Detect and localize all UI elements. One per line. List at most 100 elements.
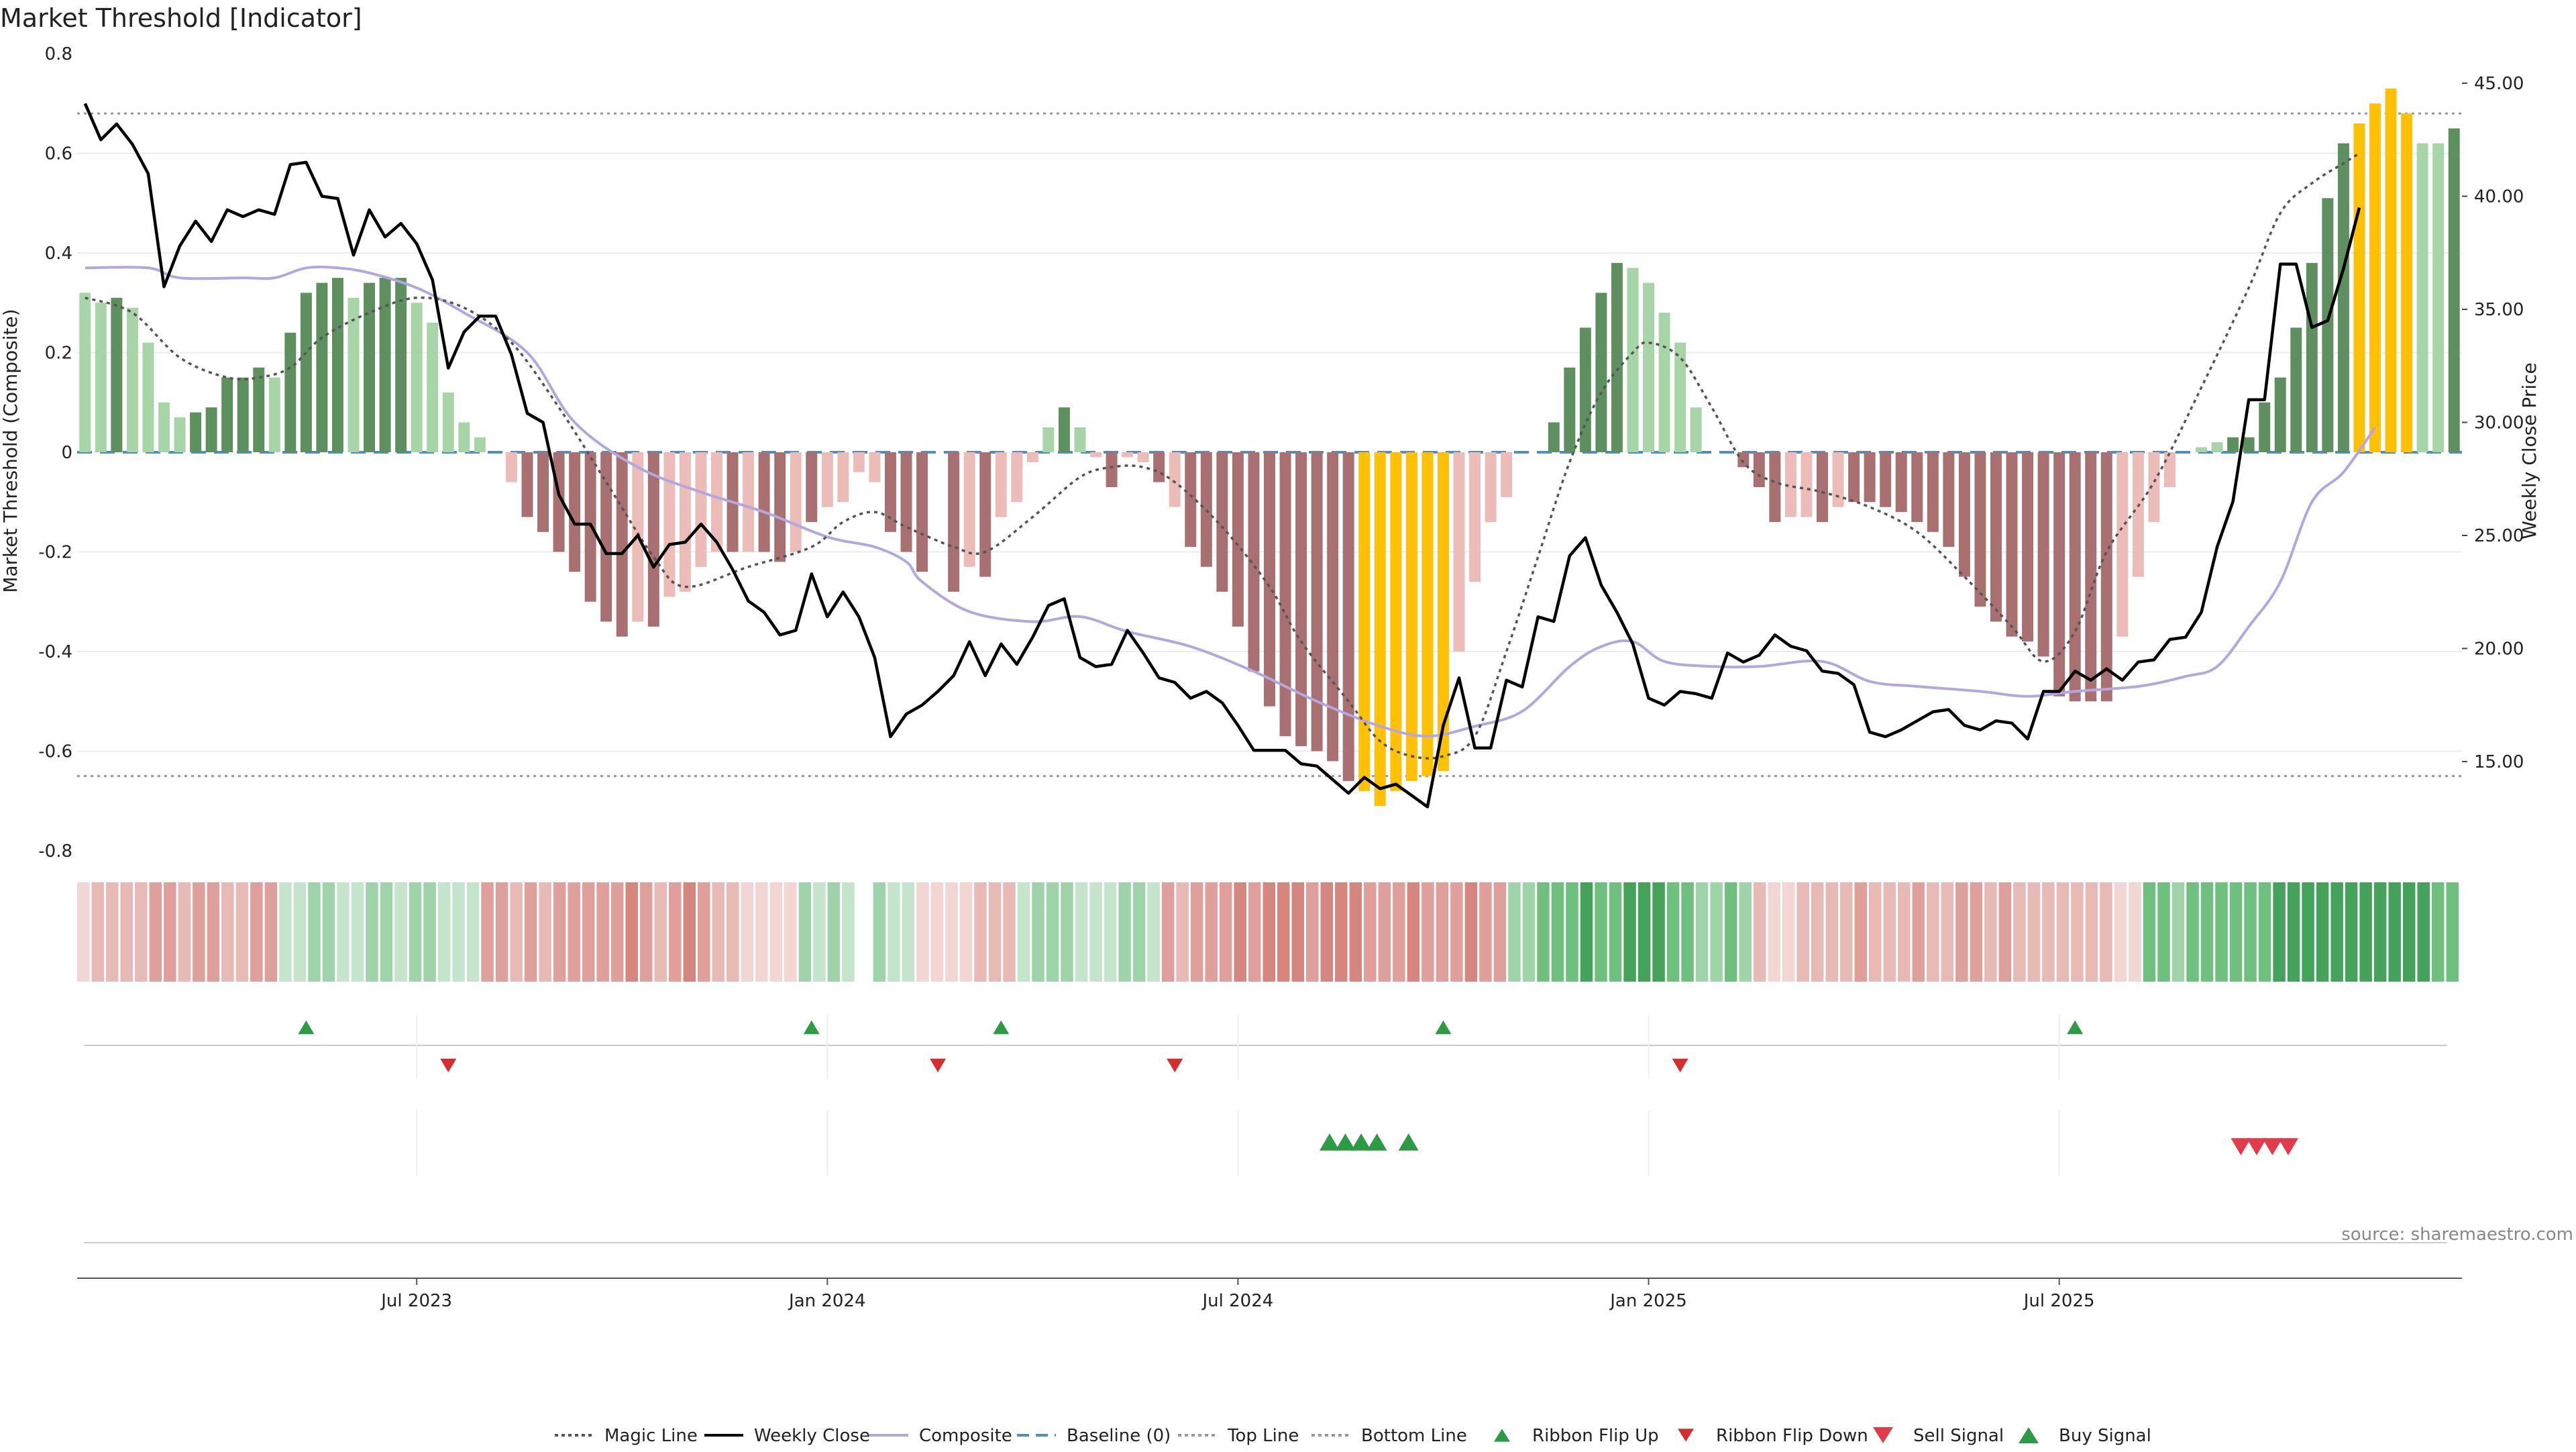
legend-swatch (1494, 1429, 1510, 1442)
ribbon-flip-down-marker (1672, 1058, 1688, 1073)
ribbon-segment (1291, 882, 1305, 982)
composite-bar (174, 417, 186, 452)
ribbon-segment (1190, 882, 1203, 982)
composite-bar (1358, 452, 1371, 791)
y-left-tick-label: 0.4 (45, 244, 72, 264)
composite-bar (821, 452, 833, 507)
ribbon-segment (2143, 882, 2156, 982)
ribbon-segment (669, 882, 682, 982)
ribbon-segment (654, 882, 667, 982)
composite-bar (1564, 367, 1576, 452)
composite-bar (474, 437, 486, 452)
composite-bar (1658, 313, 1670, 452)
ribbon-segment (2085, 882, 2098, 982)
ribbon-segment (394, 882, 407, 982)
ribbon-segment (610, 882, 624, 982)
composite-bar (253, 367, 265, 452)
ribbon-segment (1393, 882, 1405, 982)
ribbon-segment (322, 882, 335, 982)
ribbon-segment (1219, 882, 1232, 982)
ribbon-segment (164, 882, 176, 982)
ribbon-segment (2056, 882, 2070, 982)
composite-bar (1769, 452, 1781, 522)
ribbon-segment (2013, 882, 2026, 982)
composite-bar (963, 452, 975, 567)
composite-bar (316, 282, 328, 452)
x-tick-label: Jan 2025 (1609, 1291, 1687, 1311)
composite-bar (1042, 427, 1055, 452)
composite-bar (1832, 452, 1844, 507)
ribbon-segment (2042, 882, 2055, 982)
ribbon-segment (1421, 882, 1434, 982)
ribbon-segment (625, 882, 638, 982)
ribbon-segment (1551, 882, 1564, 982)
composite-bar (111, 297, 123, 452)
legend-item: Sell Signal (1873, 1426, 2004, 1446)
ribbon-segment (1046, 882, 1059, 982)
y-right-axis-label: Weekly Close Price (2518, 362, 2540, 539)
ribbon-segment (727, 882, 739, 982)
composite-bar (1232, 452, 1244, 627)
ribbon-segment (988, 882, 1002, 982)
legend-label: Magic Line (604, 1426, 698, 1446)
ribbon-segment (1609, 882, 1622, 982)
ribbon-segment (409, 882, 422, 982)
composite-bar (1911, 452, 1923, 522)
ribbon-segment (2114, 882, 2127, 982)
ribbon-segment (639, 882, 653, 982)
x-tick-label: Jul 2024 (1201, 1291, 1274, 1311)
ribbon-segment (1205, 882, 1218, 982)
ribbon-segment (2330, 882, 2343, 982)
composite-bar (884, 452, 896, 532)
composite-bar (1880, 452, 1892, 507)
buy-signal-marker (1351, 1133, 1372, 1151)
ribbon-flip-up-marker (803, 1020, 820, 1035)
composite-bar (600, 452, 612, 622)
ribbon-segment (1595, 882, 1607, 982)
ribbon-segment (1739, 882, 1752, 982)
ribbon-segment (2071, 882, 2084, 982)
buy-signal-marker (1319, 1133, 1340, 1151)
composite-bar (2448, 128, 2460, 452)
composite-bar (95, 303, 107, 452)
legend-label: Ribbon Flip Down (1716, 1426, 1868, 1446)
composite-bar (948, 452, 960, 592)
ribbon-segment (178, 882, 191, 982)
composite-bar (1185, 452, 1197, 548)
composite-bar (743, 452, 755, 552)
composite-bar (347, 297, 360, 452)
composite-bar (1469, 452, 1481, 582)
ribbon-segment (1695, 882, 1709, 982)
composite-bar (790, 452, 802, 552)
ribbon-segment (1335, 882, 1348, 982)
composite-bar (2401, 113, 2413, 452)
ribbon-segment (510, 882, 523, 982)
ribbon-segment (2244, 882, 2257, 982)
ribbon-flip-down-marker (930, 1058, 947, 1073)
ribbon-segment (77, 882, 90, 982)
composite-bar (1501, 452, 1513, 497)
ribbon-segment (1263, 882, 1275, 982)
composite-bar (1137, 452, 1149, 462)
ribbon-segment (1825, 882, 1838, 982)
ribbon-segment (1839, 882, 1853, 982)
ribbon-segment (524, 882, 537, 982)
sell-signal-marker (2246, 1138, 2267, 1155)
composite-bar (2211, 442, 2223, 452)
ribbon-segment (974, 882, 987, 982)
ribbon-segment (2215, 882, 2228, 982)
composite-bar (1374, 452, 1386, 807)
composite-bar (2163, 452, 2176, 487)
composite-bar (1090, 452, 1102, 458)
ribbon-segment (2287, 882, 2300, 982)
ribbon-segment (1277, 882, 1290, 982)
composite-bar (1848, 452, 1860, 503)
y-left-tick-label: -0.6 (38, 742, 72, 762)
composite-bar (758, 452, 770, 552)
composite-bar (1927, 452, 1939, 532)
composite-bar (221, 377, 233, 452)
ribbon-segment (1306, 882, 1319, 982)
ribbon-segment (2446, 882, 2459, 982)
ribbon-segment (1522, 882, 1536, 982)
